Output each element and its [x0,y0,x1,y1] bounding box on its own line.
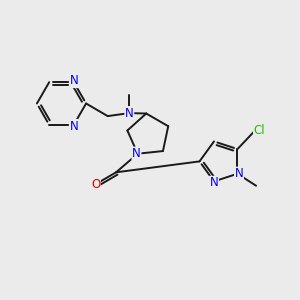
Text: N: N [235,167,243,180]
Text: N: N [132,147,141,160]
Text: N: N [69,119,78,133]
Text: N: N [125,106,134,120]
Text: O: O [91,178,100,190]
Text: Cl: Cl [254,124,265,137]
Text: N: N [69,74,78,88]
Text: N: N [210,176,218,189]
